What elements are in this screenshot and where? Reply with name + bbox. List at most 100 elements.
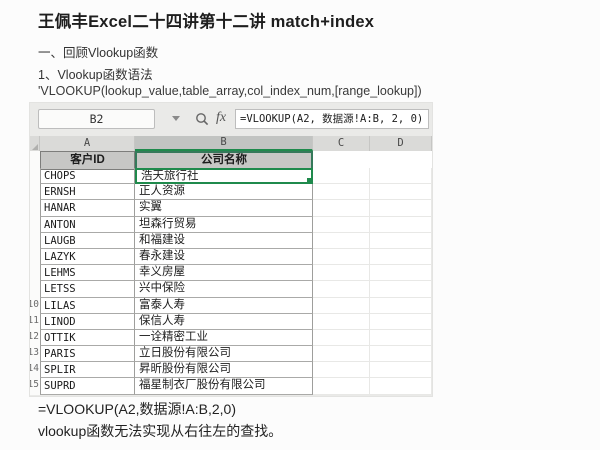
table-row: 13 PARIS 立日股份有限公司 [30,346,432,363]
cell-empty[interactable] [370,216,432,233]
cell-empty[interactable] [313,232,370,249]
cell-customer-id[interactable]: OTTIK [40,329,135,347]
note-text: vlookup函数无法实现从右往左的查找。 [38,423,283,439]
cell-empty[interactable] [370,281,432,298]
row-number[interactable] [30,232,40,249]
column-header-c[interactable]: C [313,136,370,151]
cell-customer-id[interactable]: ERNSH [40,184,135,201]
cell-company-name[interactable]: 福星制衣厂股份有限公司 [135,378,313,395]
select-all-corner[interactable] [30,136,40,151]
row-number[interactable] [30,184,40,201]
cell-empty[interactable] [370,297,432,314]
table-row: 12 OTTIK 一诠精密工业 [30,329,432,347]
row-number[interactable]: 15 [30,378,40,395]
header-cell-customer-id[interactable]: 客户ID [40,151,135,170]
cell-empty[interactable] [313,378,370,395]
cell-customer-id[interactable]: LEHMS [40,265,135,282]
vlookup-syntax-line: 'VLOOKUP(lookup_value,table_array,col_in… [38,84,422,98]
cell-empty[interactable] [313,168,370,185]
cell-empty[interactable] [313,248,370,266]
cell-company-name[interactable]: 和福建设 [135,232,313,249]
cell-empty[interactable] [370,168,432,185]
row-number[interactable]: 12 [30,329,40,347]
cell-empty[interactable] [370,184,432,201]
cell-empty[interactable] [313,216,370,233]
row-number-label: 11 [30,314,39,326]
row-number[interactable] [30,248,40,266]
cell-customer-id[interactable]: ANTON [40,216,135,233]
cell-company-name[interactable]: 正人资源 [135,184,313,201]
cell-customer-id[interactable]: CHOPS [40,168,135,185]
cell-empty[interactable] [370,248,432,266]
cell-empty[interactable] [313,362,370,379]
fill-handle[interactable] [306,177,311,183]
cell-customer-id[interactable]: LAUGB [40,232,135,249]
cell-company-name-selected[interactable]: 浩天旅行社 [135,168,313,185]
page-title: 王佩丰Excel二十四讲第十二讲 match+index [38,13,375,31]
row-number[interactable] [30,151,40,170]
table-row: ERNSH 正人资源 [30,184,432,201]
cell-company-name[interactable]: 昇昕股份有限公司 [135,362,313,379]
column-header-a[interactable]: A [40,136,135,151]
cell-customer-id[interactable]: SPLIR [40,362,135,379]
formula-input[interactable]: =VLOOKUP(A2, 数据源!A:B, 2, 0) [235,109,429,129]
cell-empty[interactable] [370,200,432,217]
section-heading: 一、回顾Vlookup函数 [38,46,159,60]
row-number[interactable]: 10 [30,297,40,314]
sheet-body: CHOPS 浩天旅行社 ERNSH 正人资源 HANAR 实翼 ANTON 坦森行贸易 LAUG… [30,168,432,395]
row-number[interactable]: 13 [30,346,40,363]
insert-function-icon[interactable]: fx [216,110,227,125]
cell-empty[interactable] [313,346,370,363]
cell-customer-id[interactable]: LETSS [40,281,135,298]
cell-company-name[interactable]: 实翼 [135,200,313,217]
cell-customer-id[interactable]: LAZYK [40,248,135,266]
cell-empty[interactable] [313,297,370,314]
table-row: 14 SPLIR 昇昕股份有限公司 [30,362,432,379]
chevron-down-icon[interactable] [172,116,180,121]
row-number[interactable]: 14 [30,362,40,379]
column-header-b[interactable]: B [135,136,313,151]
cell-company-name[interactable]: 保信人寿 [135,313,313,330]
search-icon[interactable] [195,112,210,127]
row-number[interactable] [30,168,40,185]
row-number[interactable] [30,265,40,282]
cell-company-name[interactable]: 坦森行贸易 [135,216,313,233]
cell-empty[interactable] [370,362,432,379]
column-header-d[interactable]: D [370,136,432,151]
cell-empty[interactable] [313,281,370,298]
row-number-label: 15 [30,379,39,391]
cell-company-name[interactable]: 一诠精密工业 [135,329,313,347]
row-number[interactable] [30,281,40,298]
cell-empty[interactable] [370,232,432,249]
cell-customer-id[interactable]: SUPRD [40,378,135,395]
cell-empty[interactable] [370,329,432,347]
cell-empty[interactable] [313,313,370,330]
table-row: 10 LILAS 富泰人寿 [30,297,432,314]
table-header-row: 客户ID 公司名称 [30,151,432,170]
cell-empty[interactable] [313,184,370,201]
cell-customer-id[interactable]: HANAR [40,200,135,217]
table-row: 11 LINOD 保信人寿 [30,313,432,330]
cell-empty[interactable] [370,265,432,282]
cell-empty[interactable] [370,313,432,330]
subsection-heading: 1、Vlookup函数语法 [38,68,153,82]
row-number[interactable] [30,216,40,233]
cell-customer-id[interactable]: PARIS [40,346,135,363]
cell-company-name[interactable]: 立日股份有限公司 [135,346,313,363]
cell-company-name[interactable]: 兴中保险 [135,281,313,298]
row-number-label: 14 [30,363,39,375]
cell-empty[interactable] [370,346,432,363]
row-number[interactable] [30,200,40,217]
cell-company-name[interactable]: 富泰人寿 [135,297,313,314]
cell-customer-id[interactable]: LINOD [40,313,135,330]
row-number[interactable]: 11 [30,313,40,330]
cell-empty[interactable] [313,265,370,282]
name-box[interactable]: B2 [38,109,155,129]
cell-empty[interactable] [313,329,370,347]
cell-customer-id[interactable]: LILAS [40,297,135,314]
cell-company-name[interactable]: 幸义房屋 [135,265,313,282]
cell-empty[interactable] [313,200,370,217]
cell-empty[interactable] [370,378,432,395]
cell-company-name[interactable]: 春永建设 [135,248,313,266]
